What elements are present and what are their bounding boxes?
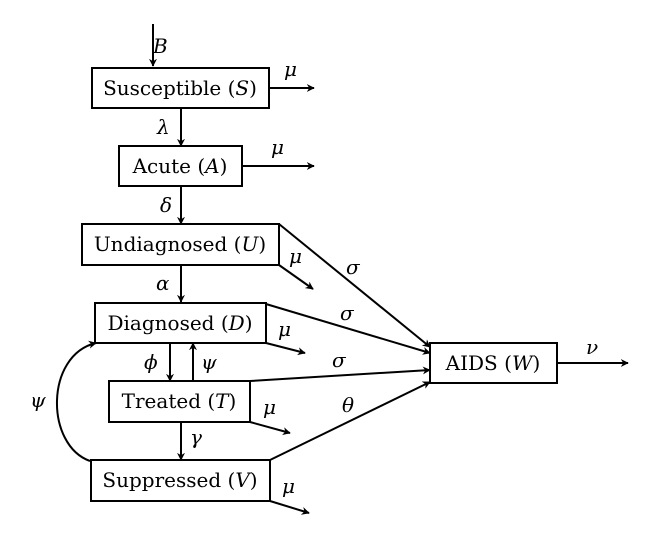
label-undiagnosed-death: μ xyxy=(289,244,302,268)
node-treated-name: Treated xyxy=(122,389,202,413)
node-acute: Acute (A) xyxy=(118,145,243,187)
node-suppressed-name: Suppressed xyxy=(102,468,221,492)
label-diagnosis: α xyxy=(156,271,170,295)
label-treatment-loss: ψ xyxy=(201,350,217,374)
suppression-loss-arrow xyxy=(56,340,97,462)
label-infection: λ xyxy=(156,115,170,139)
svg-text:Acute (A): Acute (A) xyxy=(132,154,228,178)
label-treated-death: μ xyxy=(263,395,276,419)
node-susceptible-symbol: S xyxy=(235,76,249,100)
diagnosed-death-arrow xyxy=(265,342,306,356)
node-treated: Treated (T) xyxy=(108,380,251,423)
node-acute-name: Acute xyxy=(132,154,191,178)
undiagnosed-aids-arrow xyxy=(278,223,431,348)
label-diagnosed-aids: σ xyxy=(340,301,355,325)
label-susceptible-death: μ xyxy=(284,57,297,81)
svg-text:AIDS (W): AIDS (W) xyxy=(445,351,541,375)
node-aids-name: AIDS xyxy=(445,351,498,375)
label-diagnosed-death: μ xyxy=(278,317,291,341)
label-birth: B xyxy=(152,34,168,58)
node-suppressed-symbol: V xyxy=(235,468,252,492)
treated-aids-arrow xyxy=(249,366,431,382)
label-suppression: γ xyxy=(190,425,202,449)
node-diagnosed: Diagnosed (D) xyxy=(94,302,267,344)
treated-death-arrow xyxy=(249,421,291,435)
label-acute-death: μ xyxy=(271,135,284,159)
node-susceptible-name: Susceptible xyxy=(103,76,221,100)
svg-text:Treated (T): Treated (T) xyxy=(122,389,237,413)
label-suppressed-aids: θ xyxy=(342,393,354,417)
node-treated-symbol: T xyxy=(215,389,230,413)
label-suppressed-death: μ xyxy=(282,474,295,498)
label-treatment-start: ϕ xyxy=(144,350,158,374)
svg-text:Undiagnosed (U): Undiagnosed (U) xyxy=(94,232,266,256)
label-aids-death: ν xyxy=(586,335,598,359)
node-undiagnosed-symbol: U xyxy=(242,232,260,256)
label-treated-aids: σ xyxy=(332,348,347,372)
label-suppression-loss: ψ xyxy=(30,388,46,412)
undiagnosed-death-arrow xyxy=(278,264,314,290)
node-aids: AIDS (W) xyxy=(429,342,558,384)
svg-text:Suppressed (V): Suppressed (V) xyxy=(102,468,257,492)
node-undiagnosed: Undiagnosed (U) xyxy=(81,223,280,266)
svg-text:Susceptible (S): Susceptible (S) xyxy=(103,76,257,100)
node-acute-symbol: A xyxy=(203,154,219,178)
node-aids-symbol: W xyxy=(512,351,534,375)
node-susceptible: Susceptible (S) xyxy=(91,67,270,109)
suppressed-death-arrow xyxy=(269,500,310,515)
suppressed-aids-arrow xyxy=(269,381,431,461)
label-undiagnosed-aids: σ xyxy=(346,255,361,279)
node-diagnosed-name: Diagnosed xyxy=(107,311,214,335)
node-undiagnosed-name: Undiagnosed xyxy=(94,232,228,256)
node-diagnosed-symbol: D xyxy=(228,311,245,335)
svg-text:Diagnosed (D): Diagnosed (D) xyxy=(107,311,252,335)
label-progression: δ xyxy=(160,193,172,217)
diagnosed-aids-arrow xyxy=(265,303,431,355)
node-suppressed: Suppressed (V) xyxy=(90,459,271,502)
